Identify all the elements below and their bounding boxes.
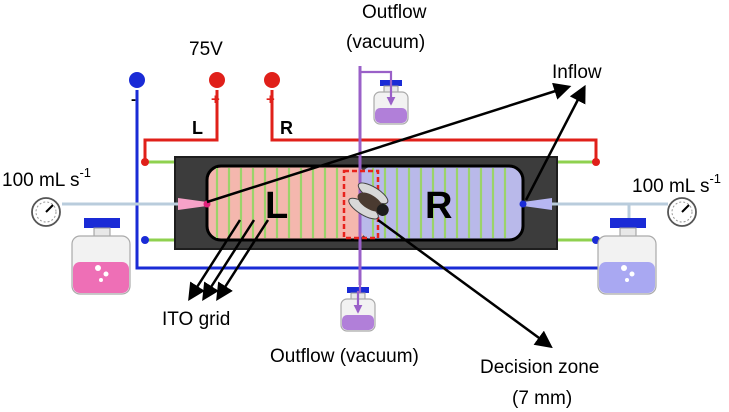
negative-sign: - [131, 91, 136, 108]
nozzle-icon [178, 198, 207, 210]
chamber-side-r: R [425, 185, 452, 227]
outflow-top-line1: Outflow [362, 2, 427, 23]
positive-sign-r: + [266, 91, 275, 108]
wire-label-r: R [280, 118, 293, 138]
flow-label-left: 100 mL s-1 [2, 165, 91, 191]
chamber-side-l: L [265, 185, 288, 227]
voltage-label: 75V [189, 39, 223, 60]
ito-grid-lines [215, 168, 507, 238]
annotation-arrows [188, 82, 586, 349]
positive-wiring [143, 90, 598, 162]
bottle-icon [360, 70, 409, 125]
electrode-icon [209, 72, 225, 88]
gauge-icon [667, 197, 697, 227]
bottle-icon [340, 285, 376, 332]
positive-sign-l: + [211, 91, 220, 108]
arena [205, 164, 525, 242]
electrode-nodes [141, 158, 600, 244]
right-supply-tubing [552, 202, 668, 220]
electrode-icon [129, 72, 145, 88]
bottle-icon [71, 218, 131, 295]
gauge-icon [31, 197, 61, 227]
bottle-icon [597, 218, 657, 295]
flow-label-right: 100 mL s-1 [632, 171, 721, 197]
electrode-leads [145, 160, 596, 242]
electrode-icon [264, 72, 280, 88]
fly-icon [348, 182, 389, 220]
ito-grid-label: ITO grid [162, 309, 230, 330]
outflow-top-line2: (vacuum) [346, 32, 425, 53]
decision-zone-line2: (7 mm) [512, 388, 572, 409]
inflow-label: Inflow [552, 62, 602, 83]
decision-zone-line1: Decision zone [480, 357, 599, 378]
wire-label-l: L [192, 118, 203, 138]
nozzle-icon [523, 198, 552, 210]
outflow-bottom-label: Outflow (vacuum) [270, 346, 419, 367]
